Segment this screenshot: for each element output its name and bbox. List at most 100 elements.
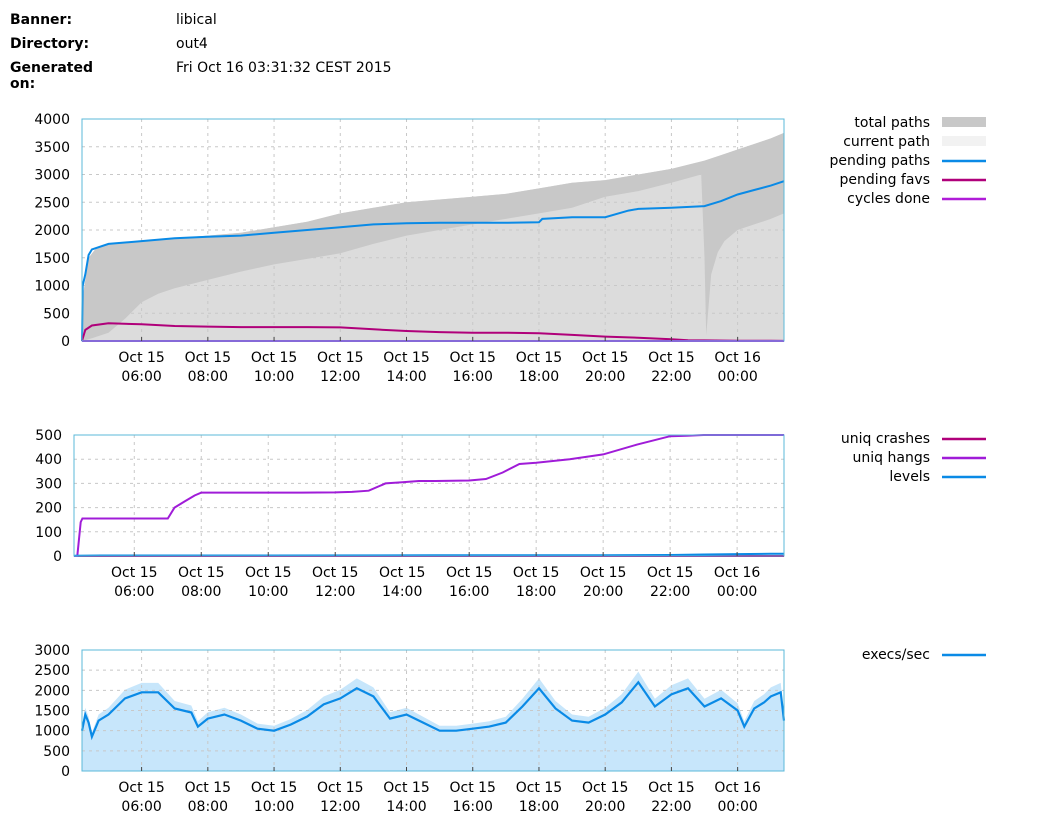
x-tick-date: Oct 15 (312, 565, 358, 581)
legend-label: total paths (854, 115, 930, 131)
y-tick-label: 400 (35, 452, 62, 468)
y-tick-label: 1000 (34, 279, 70, 295)
legend-label: levels (889, 469, 930, 485)
x-tick-date: Oct 15 (383, 780, 429, 796)
x-tick-date: Oct 15 (317, 780, 363, 796)
y-tick-label: 2500 (34, 663, 70, 679)
series-execs-sec (80, 680, 786, 741)
x-tick-time: 10:00 (248, 584, 288, 600)
x-tick-date: Oct 15 (449, 780, 495, 796)
legend-label: current path (843, 134, 930, 150)
x-tick-time: 20:00 (585, 369, 625, 385)
x-tick-date: Oct 15 (449, 350, 495, 366)
x-tick-time: 10:00 (254, 369, 294, 385)
y-tick-label: 300 (35, 476, 62, 492)
legend-label: pending paths (830, 153, 930, 169)
x-tick-date: Oct 15 (245, 565, 291, 581)
y-tick-label: 1500 (34, 704, 70, 720)
x-tick-date: Oct 15 (516, 780, 562, 796)
total-paths-band (82, 132, 784, 341)
legend-label: uniq hangs (853, 450, 930, 466)
x-tick-time: 08:00 (181, 584, 221, 600)
x-tick-date: Oct 15 (185, 780, 231, 796)
x-tick-date: Oct 15 (251, 350, 297, 366)
x-tick-time: 20:00 (583, 584, 623, 600)
legend-label: execs/sec (862, 647, 930, 663)
x-tick-time: 00:00 (717, 584, 757, 600)
x-tick-time: 12:00 (320, 799, 360, 815)
x-tick-date: Oct 16 (714, 350, 761, 366)
x-tick-time: 16:00 (453, 369, 493, 385)
plot-border (81, 118, 785, 342)
y-tick-label: 4000 (34, 112, 70, 128)
x-tick-time: 06:00 (114, 584, 154, 600)
legend-label: pending favs (840, 172, 930, 188)
execs-area (82, 671, 784, 771)
x-tick-time: 00:00 (717, 799, 757, 815)
generated-value: Fri Oct 16 03:31:32 CEST 2015 (176, 60, 392, 76)
y-tick-label: 200 (35, 501, 62, 517)
x-tick-date: Oct 15 (185, 350, 231, 366)
plot-border (73, 434, 785, 557)
legend-swatch (942, 136, 986, 146)
x-tick-time: 18:00 (516, 584, 556, 600)
series-pending-paths (81, 180, 785, 342)
y-tick-label: 1500 (34, 251, 70, 267)
x-tick-date: Oct 15 (383, 350, 429, 366)
x-tick-date: Oct 15 (317, 350, 363, 366)
x-tick-date: Oct 15 (516, 350, 562, 366)
y-tick-label: 1000 (34, 724, 70, 740)
x-tick-time: 14:00 (386, 369, 426, 385)
x-tick-date: Oct 15 (251, 780, 297, 796)
x-tick-time: 06:00 (121, 369, 161, 385)
x-tick-date: Oct 16 (714, 565, 761, 581)
legend-swatch (942, 117, 986, 127)
generated-label: Generated on: (10, 60, 94, 92)
legend-label: cycles done (847, 191, 930, 207)
x-tick-time: 12:00 (315, 584, 355, 600)
hangs-chart: 0 100 200 300 400 500 Oct 15 06:00 Oct 15 08:00 Oc… (35, 428, 986, 600)
y-tick-label: 2000 (34, 223, 70, 239)
series-uniq-hangs (74, 434, 784, 557)
x-tick-time: 14:00 (386, 799, 426, 815)
x-tick-date: Oct 15 (647, 565, 693, 581)
x-tick-time: 00:00 (717, 369, 757, 385)
x-tick-date: Oct 15 (178, 565, 224, 581)
legend-label: uniq crashes (841, 431, 930, 447)
x-tick-time: 22:00 (651, 369, 691, 385)
x-tick-time: 22:00 (651, 799, 691, 815)
x-tick-time: 18:00 (519, 799, 559, 815)
x-tick-date: Oct 15 (446, 565, 492, 581)
banner-label: Banner: (10, 12, 73, 28)
x-tick-time: 08:00 (188, 799, 228, 815)
directory-value: out4 (176, 36, 208, 52)
y-tick-label: 0 (61, 764, 70, 780)
x-tick-time: 16:00 (449, 584, 489, 600)
x-tick-time: 20:00 (585, 799, 625, 815)
x-tick-date: Oct 15 (379, 565, 425, 581)
y-tick-label: 500 (43, 306, 70, 322)
y-tick-label: 3000 (34, 643, 70, 659)
y-tick-label: 2500 (34, 195, 70, 211)
paths-chart: 0 500 1000 1500 2000 2500 3000 3500 4000 Oct 15 06… (34, 112, 986, 385)
x-tick-date: Oct 15 (580, 565, 626, 581)
x-tick-date: Oct 15 (118, 780, 164, 796)
x-tick-time: 06:00 (121, 799, 161, 815)
x-tick-date: Oct 15 (648, 350, 694, 366)
x-tick-time: 10:00 (254, 799, 294, 815)
x-tick-date: Oct 15 (582, 350, 628, 366)
plot-border (81, 649, 785, 772)
execs-chart: 0 500 1000 1500 2000 2500 3000 Oct 15 06:00 Oct 1… (34, 643, 986, 815)
y-tick-label: 0 (61, 334, 70, 350)
y-tick-label: 100 (35, 525, 62, 541)
y-tick-label: 0 (53, 549, 62, 565)
x-tick-date: Oct 15 (513, 565, 559, 581)
x-tick-time: 12:00 (320, 369, 360, 385)
x-tick-time: 08:00 (188, 369, 228, 385)
y-tick-label: 500 (43, 744, 70, 760)
x-tick-date: Oct 15 (648, 780, 694, 796)
y-tick-label: 2000 (34, 683, 70, 699)
x-tick-date: Oct 15 (118, 350, 164, 366)
x-tick-date: Oct 15 (111, 565, 157, 581)
directory-label: Directory: (10, 36, 90, 52)
